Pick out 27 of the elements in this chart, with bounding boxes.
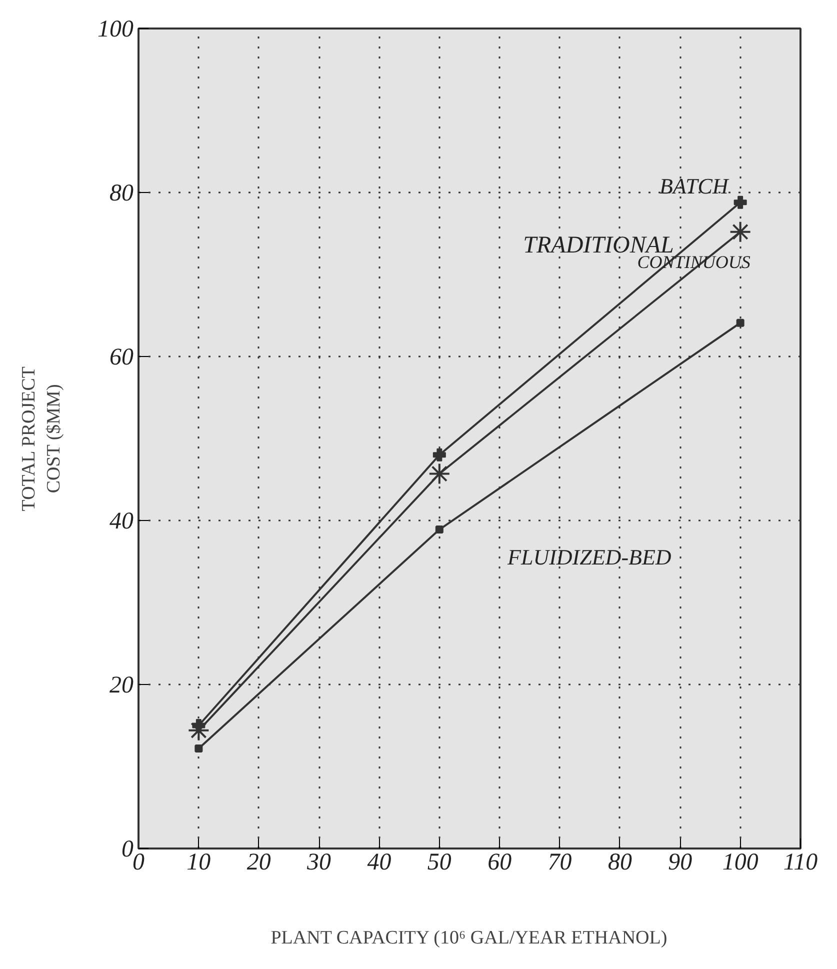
point (736, 318, 744, 327)
point (194, 744, 203, 752)
y-tick-label: 40 (110, 508, 134, 534)
x-tick-label: 110 (783, 850, 818, 876)
x-tick-label: 90 (668, 850, 692, 876)
x-axis-title: PLANT CAPACITY (10⁶ GAL/YEAR ETHANOL) (270, 928, 668, 948)
y-tick-label: 100 (98, 16, 134, 42)
y-axis-title: TOTAL PROJECT COST ($MM) (18, 366, 64, 512)
y-tick-label: 60 (110, 344, 134, 370)
x-tick-label: 100 (722, 850, 758, 876)
point (435, 526, 444, 534)
text: FLUIDIZED-BED (506, 544, 672, 570)
y-tick-label: 80 (110, 180, 134, 206)
x-tick-label: 30 (306, 850, 332, 876)
series-label: BATCH (659, 173, 730, 198)
x-tick-label: 80 (608, 850, 632, 876)
y-tick-label: 20 (110, 672, 134, 698)
x-tick-label: 10 (186, 850, 211, 876)
x-tick-label: 50 (427, 850, 452, 876)
x-tick-label: 60 (488, 850, 512, 876)
point (428, 462, 450, 485)
x-tick-label: 70 (548, 850, 572, 876)
point (432, 448, 446, 462)
x-tick-label: 40 (367, 850, 392, 876)
point (729, 220, 752, 243)
x-tick-label: 20 (246, 850, 271, 876)
point (734, 196, 747, 209)
